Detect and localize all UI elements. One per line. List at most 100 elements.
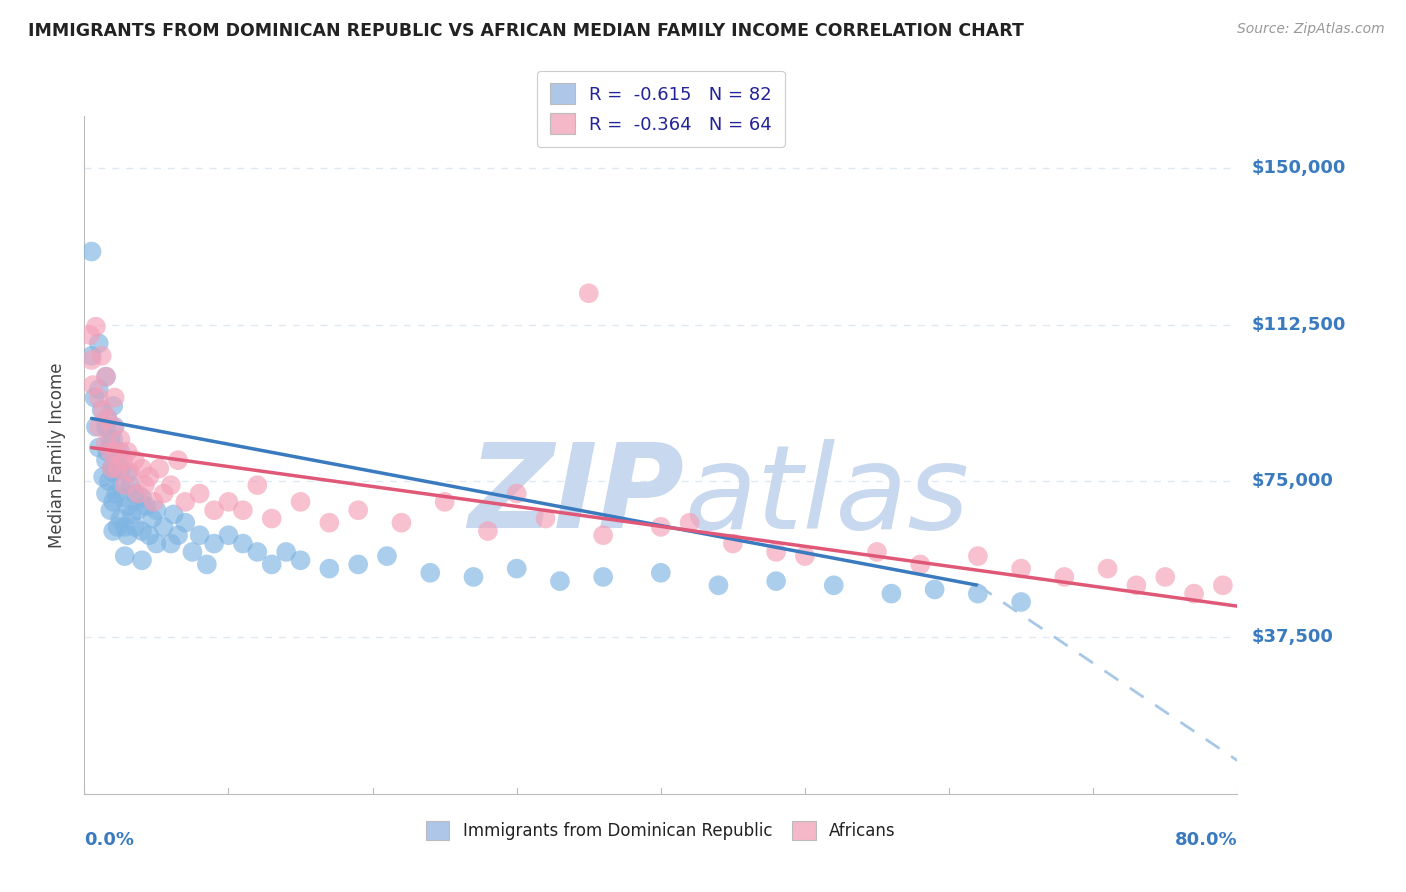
- Point: [87, 419, 110, 434]
- Point: [138, 528, 160, 542]
- Point: [134, 478, 156, 492]
- Point: [98, 432, 121, 446]
- Text: $75,000: $75,000: [1251, 472, 1333, 490]
- Point: [679, 516, 702, 530]
- Text: $112,500: $112,500: [1251, 316, 1346, 334]
- Point: [82, 378, 104, 392]
- Point: [145, 536, 167, 550]
- Point: [127, 503, 149, 517]
- Point: [866, 545, 889, 559]
- Point: [1097, 561, 1119, 575]
- Point: [114, 478, 136, 492]
- Point: [260, 558, 283, 572]
- Point: [924, 582, 946, 597]
- Text: 0.0%: 0.0%: [84, 831, 135, 849]
- Point: [103, 466, 124, 480]
- Point: [111, 461, 134, 475]
- Point: [506, 486, 529, 500]
- Legend: Immigrants from Dominican Republic, Africans: Immigrants from Dominican Republic, Afri…: [419, 814, 903, 847]
- Point: [578, 286, 600, 301]
- Point: [105, 444, 128, 458]
- Point: [100, 461, 122, 475]
- Point: [141, 511, 163, 525]
- Point: [1182, 587, 1205, 601]
- Point: [232, 503, 254, 517]
- Point: [131, 524, 153, 538]
- Point: [163, 508, 186, 522]
- Point: [91, 403, 114, 417]
- Point: [160, 478, 183, 492]
- Point: [94, 453, 117, 467]
- Point: [103, 399, 124, 413]
- Point: [105, 453, 128, 467]
- Point: [135, 499, 157, 513]
- Point: [94, 486, 117, 500]
- Point: [592, 570, 614, 584]
- Point: [79, 328, 101, 343]
- Point: [765, 545, 787, 559]
- Point: [290, 495, 312, 509]
- Point: [131, 461, 153, 475]
- Point: [1154, 570, 1177, 584]
- Point: [117, 528, 139, 542]
- Point: [83, 391, 105, 405]
- Point: [721, 536, 744, 550]
- Point: [650, 566, 672, 580]
- Point: [120, 478, 142, 492]
- Point: [375, 549, 398, 563]
- Point: [152, 486, 174, 500]
- Point: [124, 486, 146, 500]
- Y-axis label: Median Family Income: Median Family Income: [48, 362, 66, 548]
- Point: [104, 419, 127, 434]
- Point: [260, 511, 283, 525]
- Point: [765, 574, 787, 588]
- Point: [152, 520, 174, 534]
- Point: [124, 520, 146, 534]
- Point: [127, 486, 149, 500]
- Point: [98, 444, 121, 458]
- Point: [534, 511, 557, 525]
- Point: [1010, 561, 1032, 575]
- Point: [218, 528, 240, 542]
- Point: [110, 444, 132, 458]
- Point: [80, 353, 103, 368]
- Point: [463, 570, 485, 584]
- Point: [347, 558, 370, 572]
- Point: [90, 349, 112, 363]
- Point: [112, 453, 135, 467]
- Point: [1212, 578, 1234, 592]
- Text: IMMIGRANTS FROM DOMINICAN REPUBLIC VS AFRICAN MEDIAN FAMILY INCOME CORRELATION C: IMMIGRANTS FROM DOMINICAN REPUBLIC VS AF…: [28, 22, 1024, 40]
- Point: [91, 470, 114, 484]
- Point: [145, 503, 167, 517]
- Point: [142, 495, 165, 509]
- Text: atlas: atlas: [683, 439, 969, 553]
- Point: [202, 536, 225, 550]
- Point: [96, 411, 118, 425]
- Point: [124, 453, 146, 467]
- Point: [967, 549, 990, 563]
- Point: [160, 536, 183, 550]
- Point: [105, 486, 128, 500]
- Point: [84, 419, 107, 434]
- Point: [202, 503, 225, 517]
- Point: [880, 587, 903, 601]
- Point: [318, 516, 340, 530]
- Point: [96, 444, 118, 458]
- Point: [167, 453, 190, 467]
- Point: [823, 578, 845, 592]
- Point: [110, 511, 132, 525]
- Point: [121, 508, 143, 522]
- Point: [100, 461, 122, 475]
- Point: [174, 495, 197, 509]
- Point: [84, 319, 107, 334]
- Point: [148, 461, 170, 475]
- Point: [80, 349, 103, 363]
- Point: [131, 553, 153, 567]
- Point: [114, 520, 136, 534]
- Point: [548, 574, 571, 588]
- Point: [218, 495, 240, 509]
- Point: [87, 382, 110, 396]
- Point: [967, 587, 990, 601]
- Point: [87, 441, 110, 455]
- Text: Source: ZipAtlas.com: Source: ZipAtlas.com: [1237, 22, 1385, 37]
